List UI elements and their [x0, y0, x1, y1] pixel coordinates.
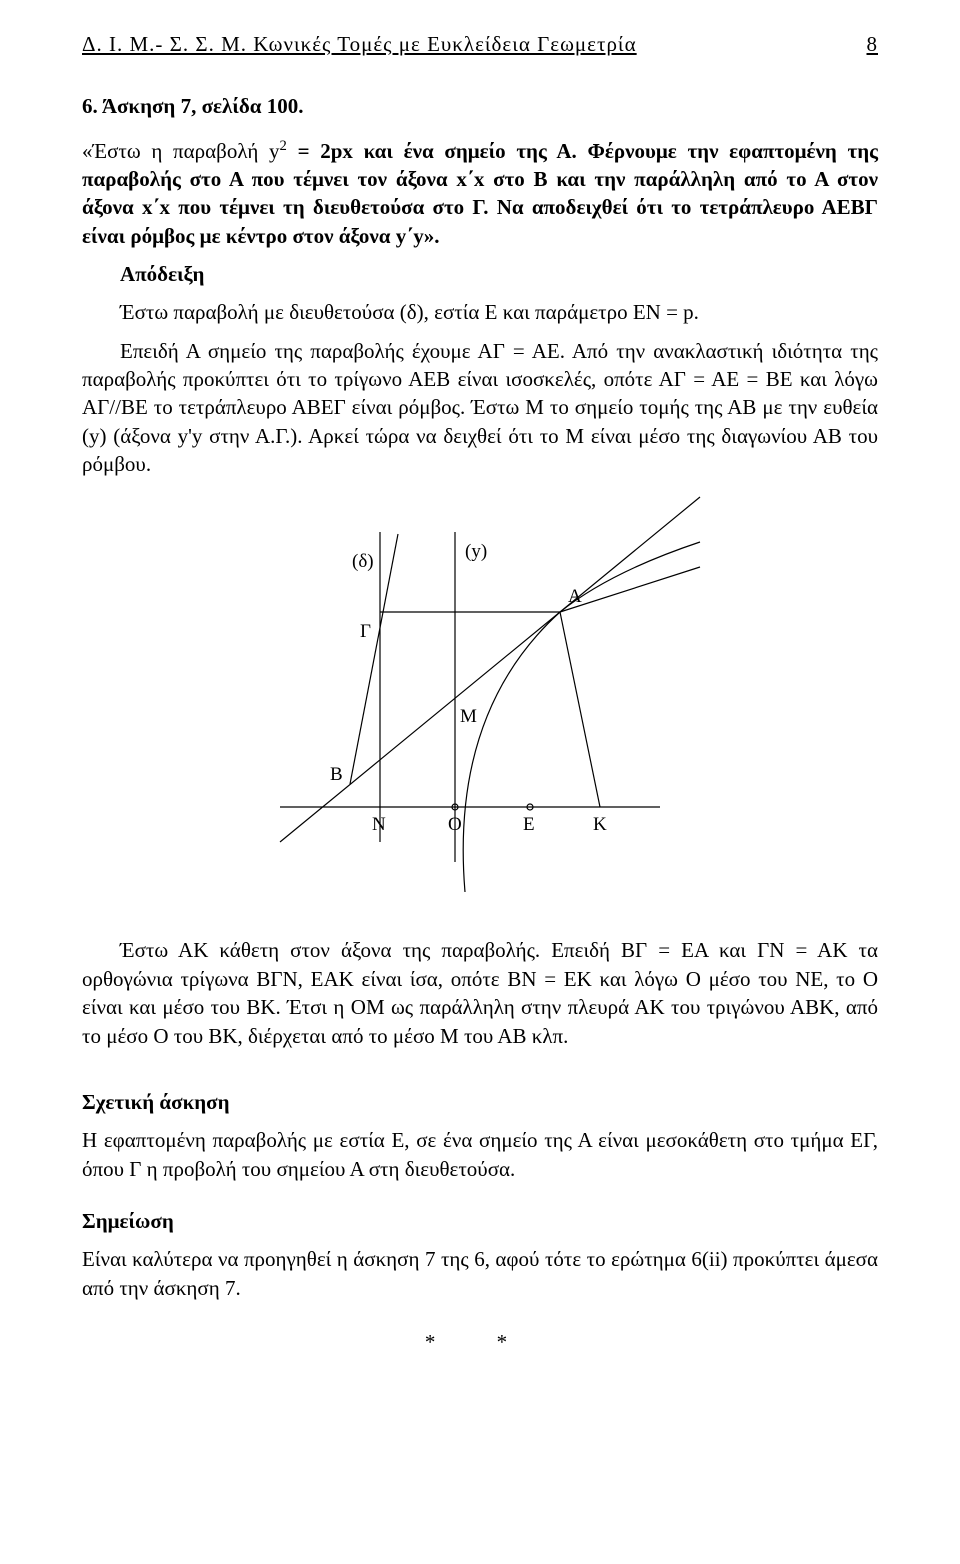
proof-p1: Έστω παραβολή με διευθετούσα (δ), εστία … — [82, 298, 878, 326]
running-header: Δ. Ι. Μ.- Σ. Σ. Μ. Κωνικές Τομές με Ευκλ… — [82, 30, 878, 58]
label-g: Γ — [360, 621, 371, 642]
geometry-figure: (δ) (y) Α Γ Μ Β Ν Ο Ε Κ — [260, 522, 700, 892]
label-k: Κ — [593, 814, 607, 835]
header-left: Δ. Ι. Μ.- Σ. Σ. Μ. Κωνικές Τομές με Ευκλ… — [82, 30, 637, 58]
problem-statement: «Έστω η παραβολή y2 = 2px και ένα σημείο… — [82, 137, 878, 250]
related-exercise-label: Σχετική άσκηση — [82, 1088, 878, 1116]
label-m: Μ — [460, 706, 477, 727]
label-a: Α — [568, 586, 582, 607]
label-delta: (δ) — [352, 551, 374, 572]
note-label: Σημείωση — [82, 1207, 878, 1235]
label-b: Β — [330, 764, 343, 785]
note-text: Είναι καλύτερα να προηγηθεί η άσκηση 7 τ… — [82, 1245, 878, 1302]
page-number: 8 — [867, 30, 879, 58]
spacer — [82, 1060, 878, 1088]
line-ak — [560, 612, 600, 807]
problem-text-a: «Έστω η παραβολή y — [82, 139, 280, 163]
after-figure-paragraph: Έστω ΑK κάθετη στον άξονα της παραβολής.… — [82, 936, 878, 1049]
section-title: 6. Άσκηση 7, σελίδα 100. — [82, 92, 878, 120]
tangent-line — [280, 497, 700, 842]
page: Δ. Ι. Μ.- Σ. Σ. Μ. Κωνικές Τομές με Ευκλ… — [0, 0, 960, 1396]
label-o: Ο — [448, 814, 462, 835]
figure-container: (δ) (y) Α Γ Μ Β Ν Ο Ε Κ — [82, 522, 878, 892]
spacer — [82, 1193, 878, 1207]
related-exercise-text: Η εφαπτομένη παραβολής με εστία Ε, σε έν… — [82, 1126, 878, 1183]
proof-p2: Επειδή Α σημείο της παραβολής έχουμε ΑΓ … — [82, 337, 878, 479]
proof-label: Απόδειξη — [82, 260, 878, 288]
exponent-2: 2 — [280, 138, 287, 154]
label-n: Ν — [372, 814, 386, 835]
label-y: (y) — [465, 541, 487, 562]
asterisks-divider: * * — [82, 1328, 878, 1356]
label-e: Ε — [523, 814, 535, 835]
